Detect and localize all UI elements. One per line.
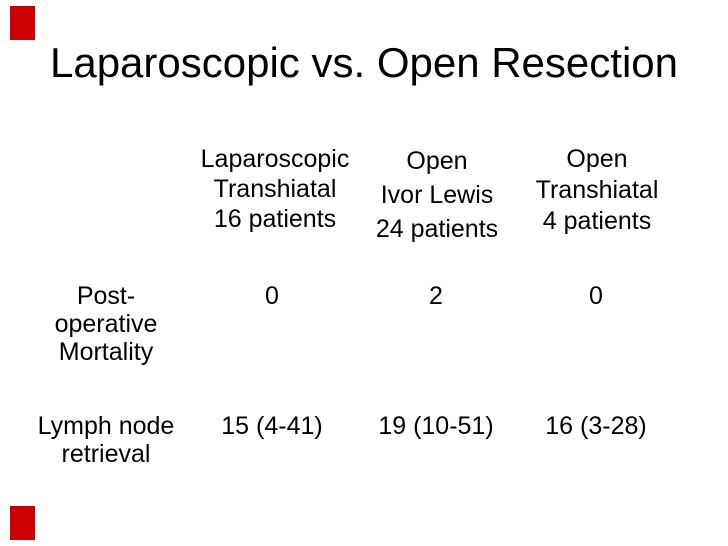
row-label-line: operative bbox=[54, 310, 158, 338]
cell-lymph-lap-transhiatal: 15 (4-41) bbox=[221, 412, 323, 440]
column-header-line: 16 patients bbox=[213, 205, 337, 233]
column-header-open-ivor-lewis: Open Ivor Lewis 24 patients bbox=[376, 144, 498, 246]
column-header-line: Open bbox=[406, 147, 468, 175]
column-header-line: Open bbox=[566, 145, 628, 173]
cell-mortality-open-ivor-lewis: 2 bbox=[429, 282, 443, 310]
cell-mortality-open-transhiatal: 0 bbox=[589, 282, 603, 310]
row-label-lymph-node-retrieval: Lymph node retrieval bbox=[38, 412, 175, 468]
row-label-line: Post- bbox=[76, 282, 136, 310]
column-header-laparoscopic-transhiatal: Laparoscopic Transhiatal 16 patients bbox=[201, 144, 350, 234]
column-header-line: Laparoscopic bbox=[200, 145, 350, 173]
row-label-line: retrieval bbox=[61, 440, 151, 468]
column-header-line: Ivor Lewis bbox=[380, 181, 494, 209]
red-accent-bar-bottom bbox=[10, 506, 35, 540]
column-header-line: Transhiatal bbox=[213, 175, 337, 203]
column-header-line: 4 patients bbox=[542, 207, 652, 235]
row-label-line: Mortality bbox=[58, 338, 154, 366]
red-accent-bar-top bbox=[10, 6, 35, 40]
row-label-line: Lymph node bbox=[37, 412, 175, 440]
column-header-line: Transhiatal bbox=[535, 176, 659, 204]
column-header-open-transhiatal: Open Transhiatal 4 patients bbox=[536, 144, 659, 237]
row-label-postoperative-mortality: Post- operative Mortality bbox=[55, 282, 158, 366]
cell-lymph-open-ivor-lewis: 19 (10-51) bbox=[378, 412, 494, 440]
column-header-line: 24 patients bbox=[375, 215, 499, 243]
cell-lymph-open-transhiatal: 16 (3-28) bbox=[545, 412, 647, 440]
cell-mortality-lap-transhiatal: 0 bbox=[265, 282, 279, 310]
slide-title: Laparoscopic vs. Open Resection bbox=[49, 39, 678, 86]
